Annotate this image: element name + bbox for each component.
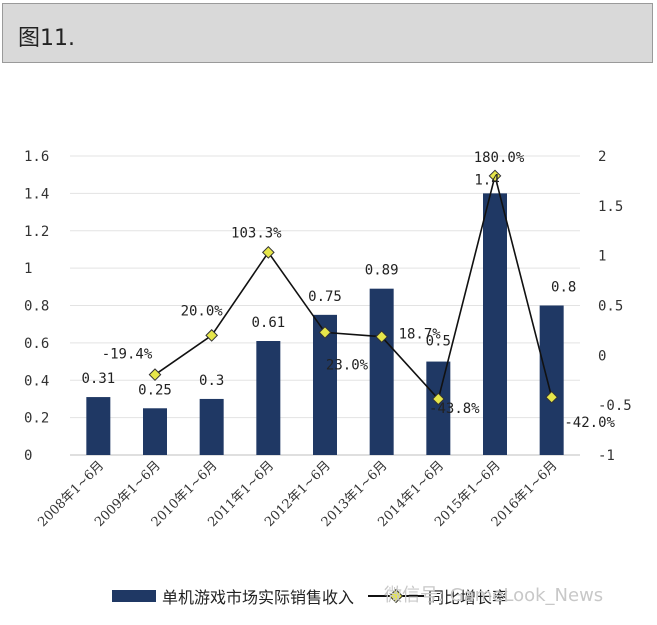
legend-line-label: 同比增长率 bbox=[428, 588, 509, 607]
growth-line bbox=[154, 175, 553, 401]
bar-value-label: 0.75 bbox=[308, 289, 342, 305]
y-left-tick-label: 1.6 bbox=[24, 149, 49, 165]
legend-bar-label: 单机游戏市场实际销售收入 bbox=[162, 588, 355, 607]
bar bbox=[426, 361, 451, 455]
y-right-tick-label: 0 bbox=[598, 348, 606, 364]
bar bbox=[199, 398, 224, 455]
line-marker bbox=[205, 329, 219, 342]
y-right-tick-label: 0.5 bbox=[598, 299, 623, 315]
line-value-label: 103.3% bbox=[231, 225, 282, 241]
y-left-tick-label: 0.6 bbox=[24, 336, 49, 352]
figure-title: 图11. bbox=[18, 26, 75, 51]
line-value-label: 18.7% bbox=[399, 327, 442, 343]
bar-value-label: 0.8 bbox=[551, 280, 576, 296]
y-right-tick-label: 2 bbox=[598, 149, 606, 165]
line-value-label: 20.0% bbox=[181, 303, 224, 319]
bar-value-label: 1.4 bbox=[474, 172, 499, 188]
bar-value-label: 0.5 bbox=[426, 334, 451, 350]
line-marker bbox=[375, 330, 389, 344]
bar-value-label: 0.3 bbox=[199, 373, 224, 389]
bar-value-label: 0.31 bbox=[81, 371, 115, 387]
y-right-tick-label: -0.5 bbox=[598, 398, 632, 414]
y-left-tick-label: 1.4 bbox=[24, 186, 49, 202]
y-right-tick-label: 1 bbox=[598, 249, 606, 265]
line-value-label: -19.4% bbox=[102, 347, 153, 363]
bar bbox=[86, 397, 111, 455]
figure-header: 图11. bbox=[2, 3, 653, 63]
line-value-label: -43.8% bbox=[429, 401, 480, 417]
bar bbox=[143, 408, 167, 455]
line-marker bbox=[431, 392, 445, 406]
bar bbox=[539, 305, 564, 455]
y-left-tick-label: 0.4 bbox=[24, 373, 49, 389]
bar bbox=[256, 341, 281, 455]
y-left-tick-label: 0 bbox=[24, 448, 32, 464]
bar bbox=[483, 193, 507, 455]
bar-value-label: 0.61 bbox=[251, 315, 285, 331]
bar-value-label: 0.89 bbox=[365, 263, 399, 279]
bar-value-label: 0.25 bbox=[138, 382, 172, 398]
y-right-tick-label: 1.5 bbox=[598, 199, 623, 215]
legend-bar-swatch bbox=[112, 590, 156, 602]
line-value-label: 23.0% bbox=[326, 357, 369, 373]
line-marker bbox=[545, 390, 559, 404]
line-marker bbox=[488, 169, 502, 183]
line-value-label: 180.0% bbox=[474, 150, 525, 166]
line-marker bbox=[148, 368, 162, 382]
line-marker bbox=[318, 326, 332, 339]
line-value-label: -42.0% bbox=[564, 415, 615, 431]
line-marker bbox=[261, 246, 275, 259]
y-left-tick-label: 0.2 bbox=[24, 411, 49, 427]
y-left-tick-label: 0.8 bbox=[24, 299, 49, 315]
bar bbox=[369, 288, 394, 455]
y-left-tick-label: 1.2 bbox=[24, 224, 49, 240]
legend-line-swatch bbox=[368, 588, 425, 604]
y-left-tick-label: 1 bbox=[24, 261, 32, 277]
legend: 单机游戏市场实际销售收入 同比增长率 bbox=[112, 585, 508, 607]
y-right-tick-label: -1 bbox=[598, 448, 615, 464]
watermark: 微信号: GameLook_News bbox=[384, 585, 604, 606]
